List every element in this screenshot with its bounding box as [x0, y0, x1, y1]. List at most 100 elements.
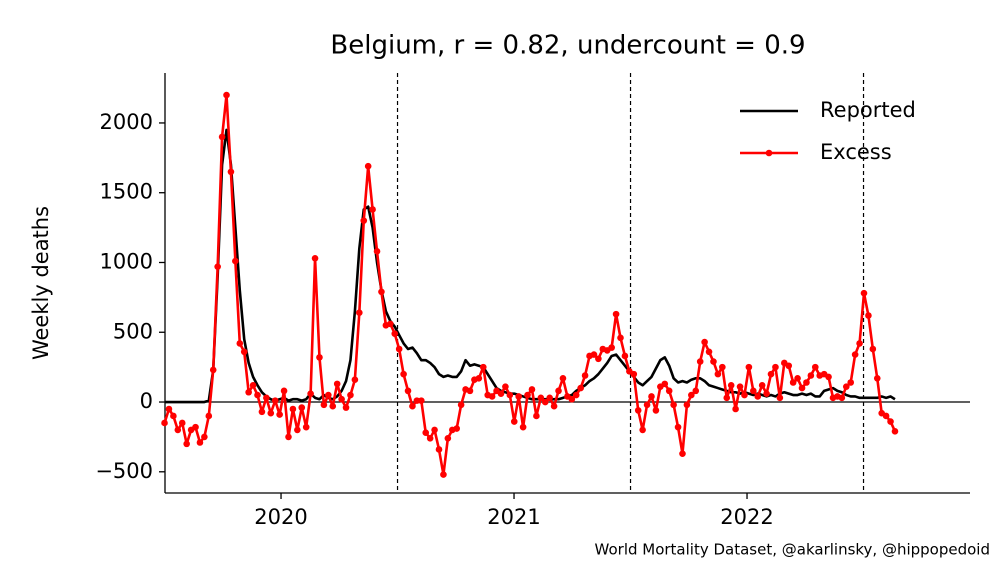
legend-label: Excess	[820, 140, 892, 164]
y-tick-label: −500	[95, 459, 153, 483]
data-point	[475, 375, 483, 382]
data-point	[887, 418, 894, 425]
data-point	[161, 419, 168, 427]
x-tick-label: 2020	[254, 505, 307, 529]
data-point	[665, 387, 673, 395]
data-point	[648, 393, 655, 400]
data-point	[338, 395, 345, 403]
data-point	[240, 348, 248, 356]
data-point	[325, 391, 332, 399]
data-point	[869, 345, 877, 353]
data-point	[333, 380, 341, 388]
data-point	[714, 370, 722, 378]
data-point	[311, 255, 319, 262]
data-point	[860, 289, 868, 297]
data-point	[307, 390, 314, 397]
data-point	[254, 391, 261, 399]
data-point	[541, 398, 549, 406]
data-point	[435, 446, 443, 453]
data-point	[630, 370, 638, 378]
data-point	[550, 402, 558, 410]
data-point	[617, 334, 624, 342]
data-point	[271, 397, 279, 404]
data-point	[218, 133, 226, 141]
data-point	[741, 391, 748, 399]
series-line	[164, 128, 896, 404]
data-point	[360, 217, 368, 224]
data-point	[289, 405, 297, 413]
data-point	[364, 162, 372, 170]
data-point	[249, 381, 257, 389]
data-point	[209, 366, 217, 374]
data-point	[652, 407, 660, 414]
data-point	[723, 394, 731, 402]
data-point	[789, 379, 797, 386]
data-point	[395, 345, 403, 353]
data-point	[807, 372, 815, 379]
data-point	[232, 257, 239, 265]
y-axis-label: Weekly deaths	[29, 206, 53, 360]
data-point	[369, 206, 376, 213]
data-point	[811, 363, 819, 371]
data-point	[400, 370, 407, 378]
data-point	[510, 418, 518, 425]
data-point	[696, 358, 704, 365]
data-point	[236, 340, 244, 347]
y-tick-label: 0	[140, 389, 153, 413]
data-point	[785, 362, 793, 370]
data-point	[643, 401, 651, 409]
data-point	[727, 381, 735, 389]
data-point	[519, 423, 527, 431]
data-point	[856, 340, 863, 347]
data-point	[595, 355, 602, 363]
data-point	[285, 433, 292, 441]
data-point	[422, 429, 430, 437]
data-point	[851, 351, 859, 358]
data-point	[506, 391, 514, 399]
data-point	[736, 383, 744, 390]
data-point	[634, 407, 642, 414]
data-point	[882, 412, 890, 420]
data-point	[320, 401, 328, 409]
data-point	[546, 394, 553, 402]
data-point	[165, 405, 173, 413]
data-point	[612, 310, 620, 318]
data-point	[679, 450, 686, 457]
data-point	[223, 91, 230, 99]
data-point	[803, 379, 810, 386]
data-point	[488, 393, 496, 400]
data-point	[373, 248, 381, 255]
data-point	[170, 412, 177, 420]
data-point	[891, 428, 899, 435]
data-point	[847, 379, 855, 386]
data-point	[263, 394, 270, 402]
data-point	[772, 363, 779, 371]
data-point	[590, 351, 598, 358]
data-point	[794, 375, 801, 382]
data-point	[572, 391, 580, 399]
data-point	[444, 435, 452, 442]
data-point	[302, 423, 310, 431]
data-point	[754, 393, 762, 400]
data-point	[639, 426, 646, 434]
data-point	[701, 338, 708, 346]
data-point	[842, 383, 850, 390]
y-tick-label: 1000	[100, 249, 153, 273]
data-point	[178, 419, 186, 427]
data-point	[776, 394, 784, 402]
data-point	[409, 402, 416, 410]
data-point	[453, 425, 461, 432]
data-point	[342, 404, 350, 411]
data-point	[391, 330, 399, 337]
data-point	[670, 401, 677, 409]
data-point	[873, 375, 881, 382]
data-point	[705, 348, 713, 356]
data-point	[404, 387, 412, 395]
chart-title: Belgium, r = 0.82, undercount = 0.9	[330, 31, 805, 61]
legend-marker	[765, 149, 773, 157]
data-point	[621, 352, 629, 360]
data-point	[378, 288, 385, 296]
data-point	[683, 401, 691, 409]
data-point	[192, 423, 199, 431]
data-point	[661, 380, 669, 388]
